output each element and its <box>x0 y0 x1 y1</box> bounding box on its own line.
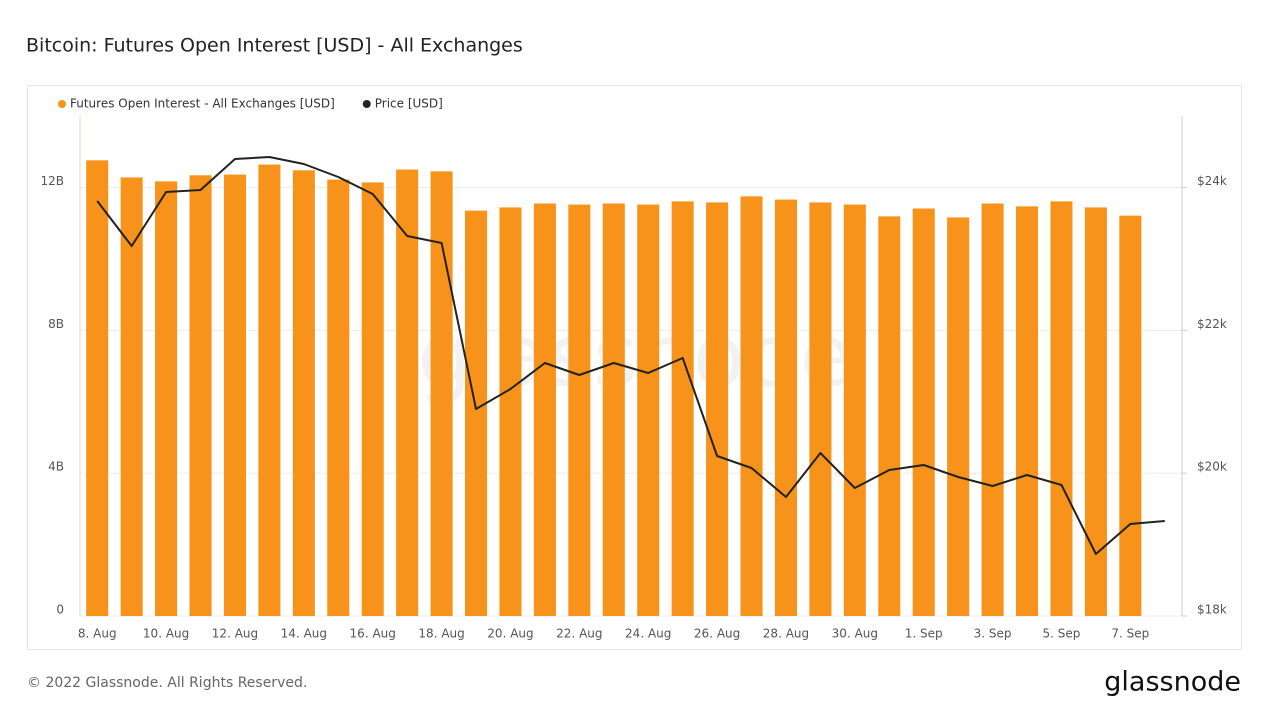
x-tick-label: 28. Aug <box>763 627 809 641</box>
y2-tick-label: $22k <box>1197 317 1227 331</box>
logo: glassnode <box>1104 667 1241 698</box>
bar <box>671 201 694 616</box>
x-tick-label: 3. Sep <box>974 627 1012 641</box>
x-tick-label: 26. Aug <box>694 627 740 641</box>
bar <box>1050 201 1073 616</box>
x-tick-label: 5. Sep <box>1043 627 1081 641</box>
y2-tick-label: $20k <box>1197 460 1227 474</box>
bar <box>1016 206 1039 616</box>
y-tick-label: 8B <box>48 317 64 331</box>
bar <box>774 199 797 617</box>
bar <box>947 217 970 616</box>
y2-tick-label: $24k <box>1197 174 1227 188</box>
bar <box>499 207 522 616</box>
x-tick-label: 16. Aug <box>350 627 396 641</box>
bar <box>1119 215 1142 616</box>
bar <box>912 208 935 616</box>
bar <box>809 202 832 616</box>
x-tick-label: 10. Aug <box>143 627 189 641</box>
bar <box>430 171 453 616</box>
x-tick-label: 7. Sep <box>1111 627 1149 641</box>
bar <box>292 170 315 617</box>
bar <box>1084 207 1107 616</box>
legend-swatch <box>362 100 371 108</box>
bar <box>223 174 246 617</box>
bar <box>361 182 384 616</box>
x-tick-label: 24. Aug <box>625 627 671 641</box>
legend-label: Price [USD] <box>375 97 443 111</box>
price-line <box>96 156 1165 555</box>
bar <box>602 203 625 616</box>
y-tick-label: 0 <box>56 603 64 617</box>
x-tick-label: 14. Aug <box>281 627 327 641</box>
x-tick-label: 20. Aug <box>487 627 533 641</box>
bar <box>86 160 109 617</box>
bar <box>637 204 660 617</box>
bar <box>120 177 143 616</box>
chart-title: Bitcoin: Futures Open Interest [USD] - A… <box>26 35 523 57</box>
bar <box>533 203 556 616</box>
y-tick-label: 12B <box>40 174 64 188</box>
footer: © 2022 Glassnode. All Rights Reserved. <box>27 675 307 691</box>
x-tick-label: 1. Sep <box>905 627 943 641</box>
bar <box>465 210 488 616</box>
bar <box>843 204 866 617</box>
y-tick-label: 4B <box>48 460 64 474</box>
x-tick-label: 18. Aug <box>418 627 464 641</box>
bar <box>706 202 729 616</box>
bar <box>740 196 763 616</box>
bar <box>396 169 419 617</box>
bar <box>878 216 901 616</box>
x-tick-label: 12. Aug <box>212 627 258 641</box>
legend-swatch <box>58 100 66 108</box>
bar <box>327 179 350 617</box>
bar <box>981 203 1004 616</box>
bar <box>258 164 281 617</box>
x-tick-label: 22. Aug <box>556 627 602 641</box>
x-tick-label: 30. Aug <box>832 627 878 641</box>
legend-label: Futures Open Interest - All Exchanges [U… <box>70 97 335 111</box>
y2-tick-label: $18k <box>1197 603 1227 617</box>
bar <box>189 175 212 617</box>
x-tick-label: 8. Aug <box>78 627 117 641</box>
bar <box>568 204 591 617</box>
bar <box>155 181 178 616</box>
chart-frame <box>27 85 1242 650</box>
